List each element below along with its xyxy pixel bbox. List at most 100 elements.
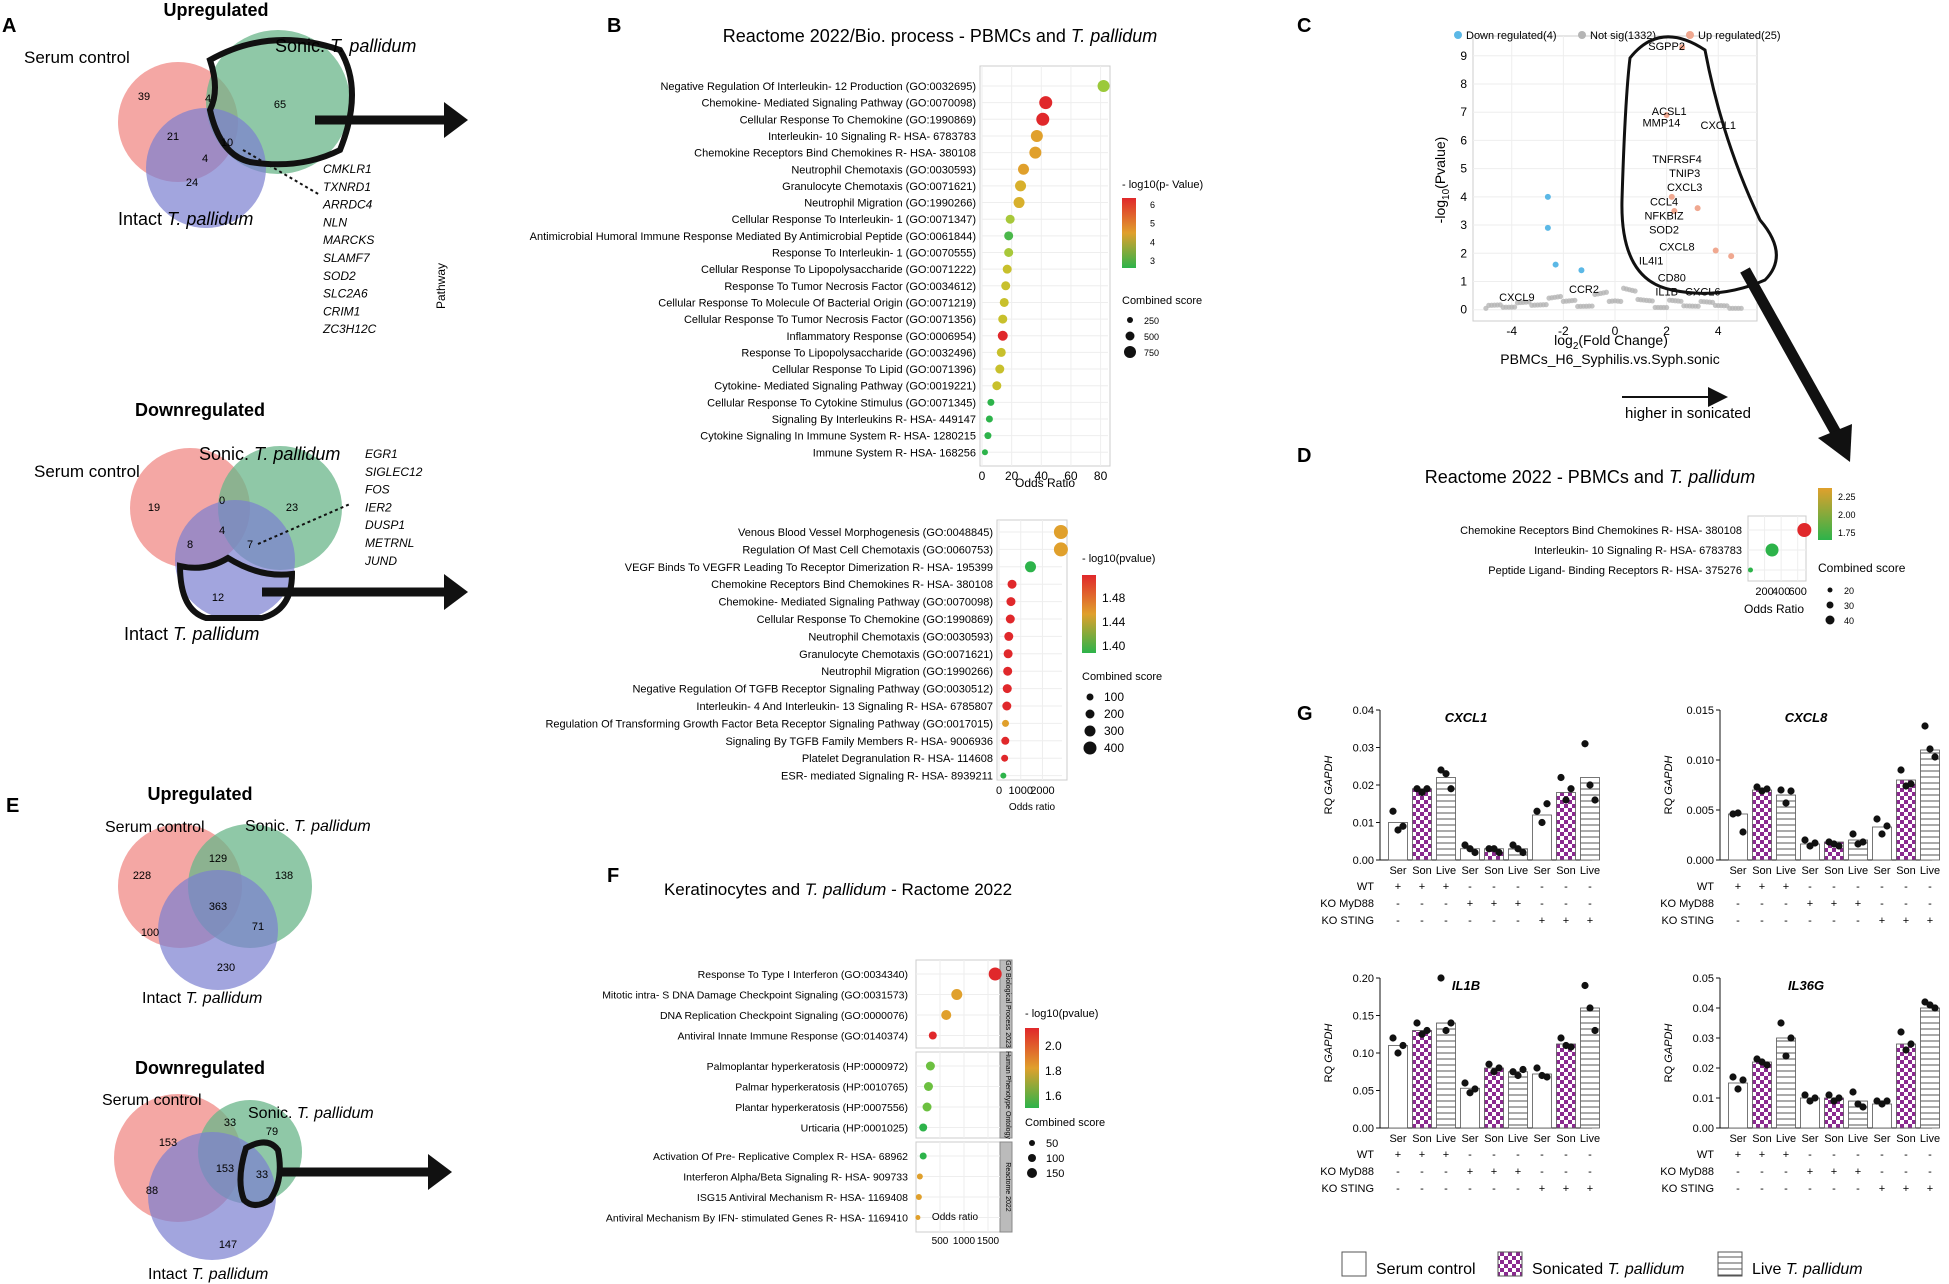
data-point xyxy=(1004,248,1014,257)
venn-count: 4 xyxy=(219,525,225,537)
data-point xyxy=(1485,1060,1493,1068)
data-point xyxy=(1849,830,1857,838)
x-tick-label: Live xyxy=(1776,1133,1796,1145)
data-point xyxy=(1581,740,1589,748)
chart-title: Keratinocytes and T. pallidum - Ractome … xyxy=(664,880,1012,899)
category-label: Cytokine Signaling In Immune System R- H… xyxy=(700,431,976,443)
venn-count: 129 xyxy=(209,853,227,865)
category-label: Inflammatory Response (GO:0006954) xyxy=(786,331,976,343)
data-point xyxy=(1897,766,1905,774)
data-point xyxy=(1902,1046,1910,1054)
data-point xyxy=(1389,807,1397,815)
condition-sign: + xyxy=(1927,915,1933,927)
data-point xyxy=(996,347,1006,357)
condition-sign: + xyxy=(1443,881,1449,893)
category-label: Cellular Response To Chemokine (GO:19908… xyxy=(757,614,993,626)
category-label: Granulocyte Chemotaxis (GO:0071621) xyxy=(799,649,993,661)
data-point xyxy=(1013,197,1025,209)
category-label: Palmoplantar hyperkeratosis (HP:0000972) xyxy=(707,1061,908,1073)
legend-size-dot xyxy=(1027,1168,1037,1178)
condition-sign: - xyxy=(1444,915,1448,927)
data-point xyxy=(1835,1094,1843,1102)
chart-b-top: Reactome 2022/Bio. process - PBMCs and T… xyxy=(434,26,1203,490)
data-point xyxy=(1490,1068,1498,1076)
condition-sign: - xyxy=(1904,1166,1908,1178)
legend-label: Up regulated(25) xyxy=(1698,30,1781,42)
y-tick-label: 0.00 xyxy=(1693,1123,1714,1135)
category-label: Signaling By TGFB Family Members R- HSA-… xyxy=(725,736,993,748)
venn-count: 24 xyxy=(186,177,198,189)
data-point-up xyxy=(1663,112,1670,119)
gene-name: FOS xyxy=(365,483,390,497)
bar xyxy=(1484,1067,1504,1129)
x-tick-label: 2000 xyxy=(1030,785,1054,797)
condition-sign: - xyxy=(1564,1166,1568,1178)
venn-sonic-label: Sonic. T. pallidum xyxy=(248,1105,374,1122)
x-tick-label: 1000 xyxy=(1008,785,1032,797)
condition-sign: + xyxy=(1759,881,1765,893)
data-point-down xyxy=(1552,261,1559,268)
legend-color-bar xyxy=(1025,1028,1039,1108)
category-label: Antimicrobial Humoral Immune Response Me… xyxy=(530,231,976,243)
data-point xyxy=(981,449,988,456)
data-point xyxy=(922,1102,932,1112)
category-label: Cellular Response To Lipid (GO:0071396) xyxy=(772,364,976,376)
y-tick-label: 0.05 xyxy=(1693,973,1714,985)
bar xyxy=(1580,777,1600,861)
data-point-not-sig xyxy=(1652,304,1658,311)
arrow-to-d-head xyxy=(1818,424,1852,462)
venn-intact-label: Intact T. pallidum xyxy=(142,990,262,1007)
category-label: Neutrophil Migration (GO:1990266) xyxy=(804,198,976,210)
data-point-not-sig xyxy=(1666,297,1673,303)
data-point xyxy=(1543,800,1551,808)
data-point-up xyxy=(1668,193,1675,200)
condition-sign: - xyxy=(1516,1183,1520,1195)
condition-sign: + xyxy=(1735,881,1741,893)
gene-name: MARCKS xyxy=(323,233,374,247)
data-point xyxy=(1002,701,1012,711)
venn-title: Downregulated xyxy=(135,1058,265,1078)
y-tick-label: 0.01 xyxy=(1693,1093,1714,1105)
condition-sign: - xyxy=(1588,898,1592,910)
category-label: Interleukin- 4 And Interleukin- 13 Signa… xyxy=(696,701,993,713)
x-tick-label: Ser xyxy=(1533,865,1550,877)
condition-sign: - xyxy=(1736,1166,1740,1178)
data-point xyxy=(915,1194,922,1200)
venn-a-upregulated: Upregulated Serum control Sonic. T. pall… xyxy=(24,0,468,336)
condition-sign: - xyxy=(1736,898,1740,910)
data-point xyxy=(1591,1026,1599,1035)
data-point-not-sig xyxy=(1514,300,1521,306)
legend-tick: 1.8 xyxy=(1045,1064,1062,1078)
venn-count: 153 xyxy=(216,1163,234,1175)
condition-sign: - xyxy=(1928,1166,1932,1178)
bar xyxy=(1896,1043,1916,1129)
gene-name: ZC3H12C xyxy=(322,322,377,336)
x-tick-label: Live xyxy=(1776,865,1796,877)
data-point xyxy=(1389,1034,1397,1042)
category-label: Negative Regulation Of TGFB Receptor Sig… xyxy=(632,684,993,696)
gene-label: CXCL9 xyxy=(1499,292,1534,304)
venn-count: 19 xyxy=(148,502,160,514)
data-point xyxy=(1001,281,1011,291)
category-label: Chemokine Receptors Bind Chemokines R- H… xyxy=(1460,525,1742,537)
venn-count: 153 xyxy=(159,1137,177,1149)
category-label: Response To Interleukin- 1 (GO:0070555) xyxy=(772,248,976,260)
condition-sign: + xyxy=(1563,1183,1569,1195)
condition-sign: - xyxy=(1904,1149,1908,1161)
category-label: Negative Regulation Of Interleukin- 12 P… xyxy=(660,81,976,93)
data-point xyxy=(1533,1064,1541,1072)
legend-tick: 30 xyxy=(1844,601,1854,611)
x-tick-label: Live xyxy=(1508,865,1528,877)
legend-label: Live T. pallidum xyxy=(1752,1261,1863,1278)
gene-label: IL4I1 xyxy=(1639,256,1663,268)
data-point xyxy=(1782,1052,1790,1060)
faceted-dotplot: GO Biological Process 2023 Response To Ty… xyxy=(602,959,1013,1247)
x-axis-label: log2(Fold Change) xyxy=(1554,332,1668,352)
bar xyxy=(1920,1007,1940,1129)
condition-label: WT xyxy=(1357,1149,1374,1161)
legend-size-title: Combined score xyxy=(1025,1117,1105,1129)
data-point xyxy=(1753,783,1761,791)
data-point-up xyxy=(1679,44,1686,51)
y-tick-label: 0.00 xyxy=(1353,855,1374,867)
data-point xyxy=(1883,822,1891,830)
